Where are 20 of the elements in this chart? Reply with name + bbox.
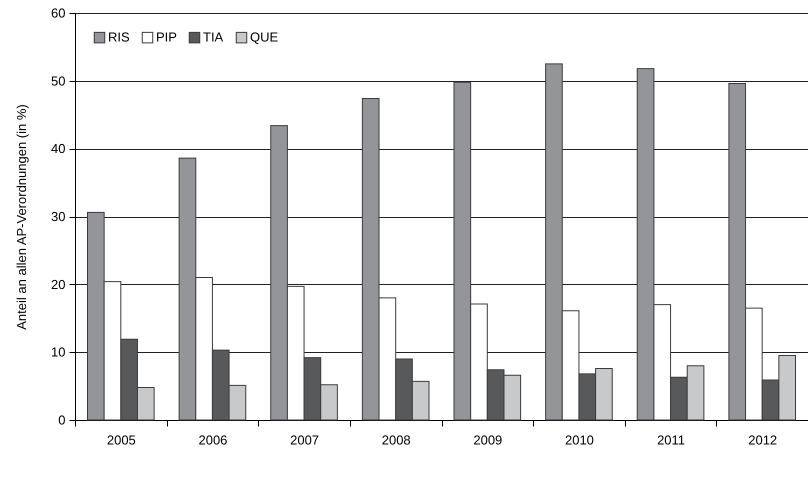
y-axis-title: Anteil an allen AP-Verordnungen (in %) [14, 104, 30, 330]
y-tick-label: 40 [51, 141, 66, 156]
legend-label: QUE [250, 30, 278, 45]
x-tick-label: 2006 [198, 432, 228, 448]
legend-label: TIA [203, 30, 224, 45]
y-tick-label: 0 [58, 412, 66, 428]
x-tick-label: 2007 [290, 432, 320, 448]
x-tick-label: 2009 [473, 432, 502, 448]
y-tick-label: 50 [51, 73, 66, 88]
y-tick-label: 30 [51, 209, 66, 224]
y-tick-label: 20 [51, 276, 66, 292]
x-tick-label: 2005 [106, 432, 136, 448]
legend-label: PIP [156, 30, 177, 45]
x-tick-label: 2012 [748, 432, 778, 448]
x-tick-label: 2008 [382, 432, 411, 448]
x-tick-label: 2011 [657, 432, 686, 448]
y-tick-label: 10 [51, 344, 66, 360]
legend-label: RIS [108, 30, 130, 45]
y-tick-label: 60 [51, 6, 66, 20]
x-tick-label: 2010 [564, 432, 594, 448]
